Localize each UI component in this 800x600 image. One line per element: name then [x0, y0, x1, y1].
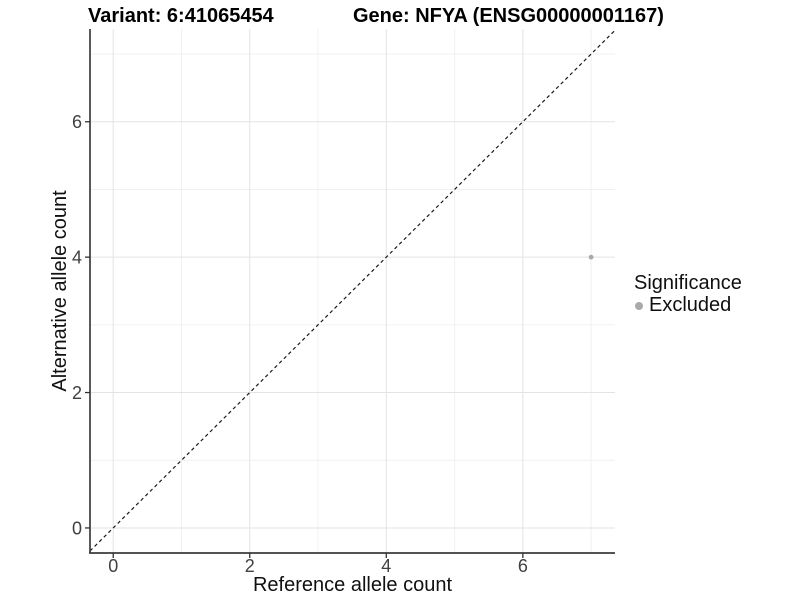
y-axis-title: Alternative allele count: [49, 190, 71, 392]
identity-line: [89, 29, 616, 552]
y-tick-label: 2: [72, 383, 82, 403]
plot-title-variant: Variant: 6:41065454: [88, 5, 274, 27]
legend-title: Significance: [634, 272, 742, 294]
legend-key-dot: [635, 301, 643, 310]
legend-items: Excluded: [634, 295, 742, 316]
plot-title-gene: Gene: NFYA (ENSG00000001167): [353, 5, 664, 27]
x-tick-label: 2: [245, 556, 255, 576]
x-axis-title: Reference allele count: [253, 574, 452, 596]
y-tick-label: 6: [72, 112, 82, 132]
data-point: [588, 254, 594, 260]
x-tick-label: 0: [108, 556, 118, 576]
y-tick-label: 0: [72, 518, 82, 538]
legend-item: Excluded: [634, 295, 742, 316]
legend: Significance Excluded: [634, 273, 742, 316]
legend-item-label: Excluded: [649, 294, 732, 316]
y-tick-label: 4: [72, 248, 82, 268]
x-tick-label: 4: [381, 556, 391, 576]
x-tick-label: 6: [518, 556, 528, 576]
